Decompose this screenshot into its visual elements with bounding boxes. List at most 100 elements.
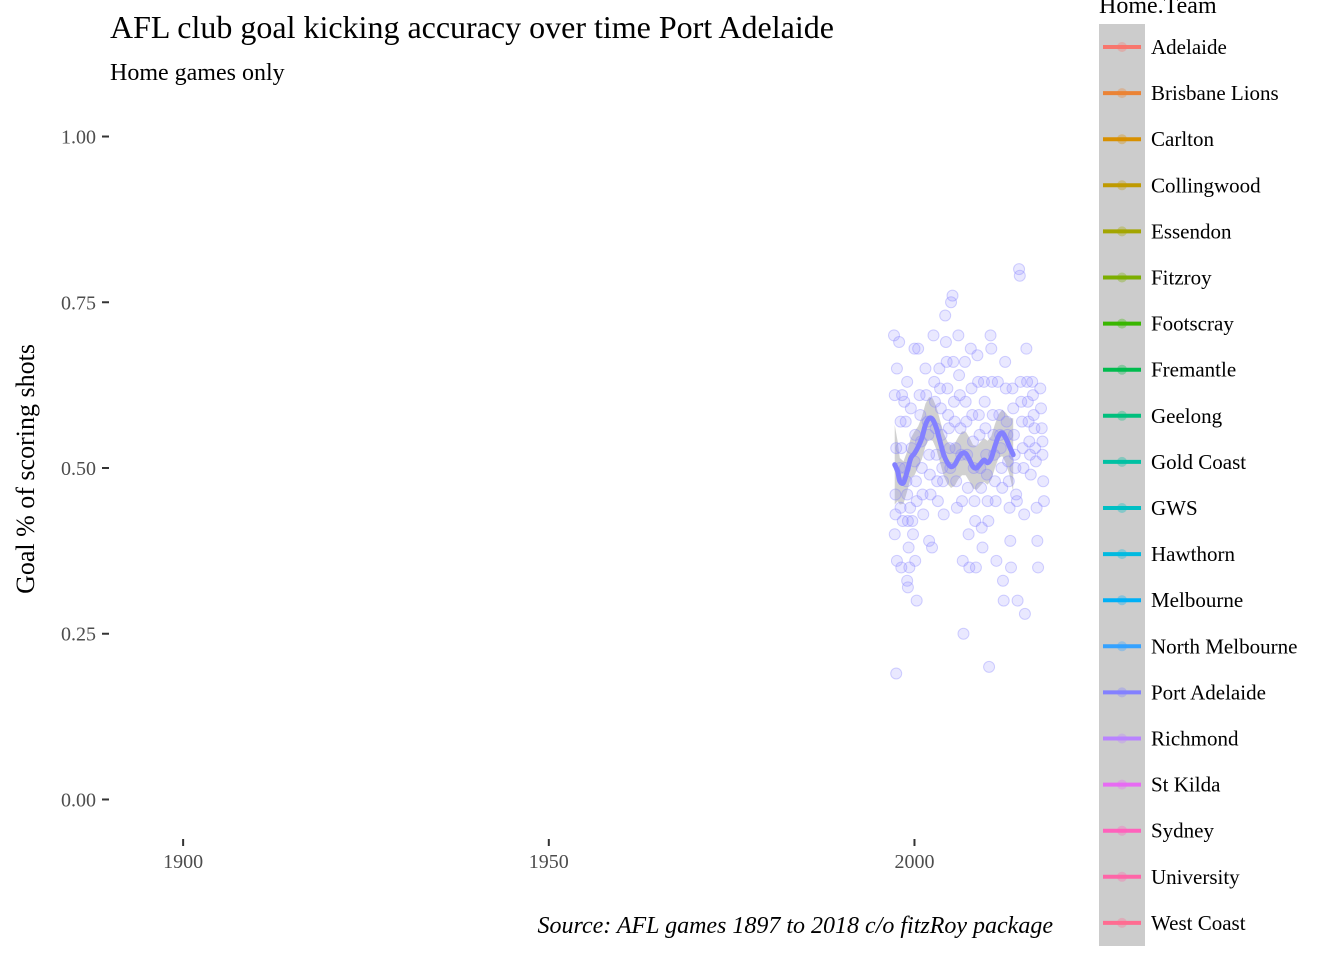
data-point bbox=[1018, 508, 1031, 521]
data-point bbox=[1024, 468, 1037, 481]
data-point bbox=[945, 296, 958, 309]
legend-item: Melbourne bbox=[1103, 588, 1243, 612]
trend-line bbox=[892, 415, 1016, 486]
data-point bbox=[973, 428, 986, 441]
legend-item: Carlton bbox=[1103, 127, 1214, 151]
data-point bbox=[988, 475, 1001, 488]
data-point bbox=[889, 508, 902, 521]
data-point bbox=[982, 515, 995, 528]
data-point bbox=[986, 375, 998, 388]
legend-item: Hawthorn bbox=[1103, 542, 1235, 566]
legend-key-point bbox=[1117, 42, 1127, 52]
data-point bbox=[1002, 475, 1015, 488]
data-point bbox=[1034, 382, 1047, 395]
data-point bbox=[969, 561, 982, 574]
legend-label: Essendon bbox=[1151, 219, 1232, 243]
data-point bbox=[1009, 462, 1022, 474]
legend-key-point bbox=[1117, 779, 1127, 790]
legend-label: Collingwood bbox=[1151, 173, 1261, 197]
data-point bbox=[979, 422, 992, 435]
data-point bbox=[971, 349, 984, 362]
data-point bbox=[939, 309, 952, 322]
data-point bbox=[937, 475, 949, 488]
data-point bbox=[910, 594, 923, 607]
legend-key-point bbox=[1117, 503, 1127, 513]
data-point bbox=[965, 382, 978, 395]
data-point bbox=[927, 329, 940, 342]
data-point bbox=[1016, 442, 1029, 455]
data-point bbox=[1035, 402, 1047, 415]
legend-label: GWS bbox=[1151, 496, 1198, 520]
data-point bbox=[895, 561, 908, 574]
x-tick-label: 1950 bbox=[529, 851, 569, 873]
data-point bbox=[975, 521, 988, 534]
legend-item: North Melbourne bbox=[1103, 634, 1297, 658]
data-point bbox=[950, 501, 963, 514]
y-axis: 0.00 0.25 0.50 0.75 1.00 bbox=[61, 127, 109, 811]
data-point bbox=[953, 389, 966, 402]
data-point bbox=[1018, 607, 1031, 620]
data-point bbox=[985, 342, 998, 355]
legend-item: Richmond bbox=[1103, 727, 1239, 751]
data-point bbox=[954, 422, 967, 435]
data-point bbox=[931, 495, 944, 508]
data-point bbox=[949, 442, 962, 455]
data-point bbox=[928, 375, 941, 388]
data-point bbox=[1021, 375, 1034, 388]
data-point bbox=[901, 574, 914, 587]
data-point bbox=[1006, 382, 1019, 395]
data-point bbox=[901, 488, 914, 501]
legend-key-point bbox=[1117, 134, 1127, 145]
legend: Home.Team Adelaide Brisbane Lions Carlton C… bbox=[1099, 0, 1297, 946]
data-point bbox=[894, 501, 907, 514]
data-point bbox=[969, 515, 982, 528]
data-point bbox=[1027, 408, 1040, 421]
data-point bbox=[904, 501, 917, 514]
data-point bbox=[959, 395, 972, 408]
data-point bbox=[1010, 495, 1023, 508]
data-point bbox=[996, 574, 1009, 587]
data-point bbox=[1007, 428, 1020, 441]
legend-item: West Coast bbox=[1103, 911, 1246, 935]
legend-key-point bbox=[1117, 825, 1127, 836]
legend-key-point bbox=[1117, 549, 1127, 560]
data-point bbox=[966, 408, 979, 421]
data-point bbox=[912, 342, 925, 355]
data-point bbox=[1010, 488, 1023, 501]
legend-key-point bbox=[1117, 364, 1127, 375]
data-point bbox=[915, 462, 928, 474]
data-point bbox=[1036, 448, 1049, 461]
legend-key-point bbox=[1117, 641, 1127, 652]
data-point bbox=[895, 442, 908, 455]
legend-item: Sydney bbox=[1103, 819, 1215, 843]
data-point bbox=[901, 515, 914, 528]
data-point bbox=[923, 468, 936, 481]
data-point bbox=[995, 462, 1008, 474]
data-point bbox=[1030, 501, 1043, 514]
data-point bbox=[1032, 561, 1045, 574]
legend-key-point bbox=[1117, 687, 1127, 698]
legend-label: Geelong bbox=[1151, 404, 1223, 428]
data-point bbox=[909, 475, 922, 488]
data-point bbox=[1026, 389, 1039, 402]
legend-item: Footscray bbox=[1103, 312, 1234, 336]
legend-item: Fremantle bbox=[1103, 358, 1236, 382]
data-point bbox=[989, 495, 1002, 508]
data-point bbox=[981, 495, 994, 508]
data-point bbox=[933, 362, 946, 375]
legend-item: Collingwood bbox=[1103, 173, 1261, 197]
data-point bbox=[957, 627, 970, 640]
x-tick-label: 1900 bbox=[163, 851, 203, 873]
data-point bbox=[1005, 561, 1018, 574]
data-point bbox=[888, 389, 901, 402]
data-point bbox=[901, 375, 914, 388]
x-axis: 1900 1950 2000 bbox=[163, 839, 934, 873]
legend-item: Port Adelaide bbox=[1103, 680, 1266, 704]
data-point bbox=[1017, 462, 1030, 474]
y-tick-label: 0.50 bbox=[61, 458, 96, 480]
legend-key-point bbox=[1117, 410, 1127, 421]
data-point bbox=[997, 594, 1010, 607]
data-point bbox=[980, 468, 993, 481]
data-point bbox=[953, 369, 966, 382]
